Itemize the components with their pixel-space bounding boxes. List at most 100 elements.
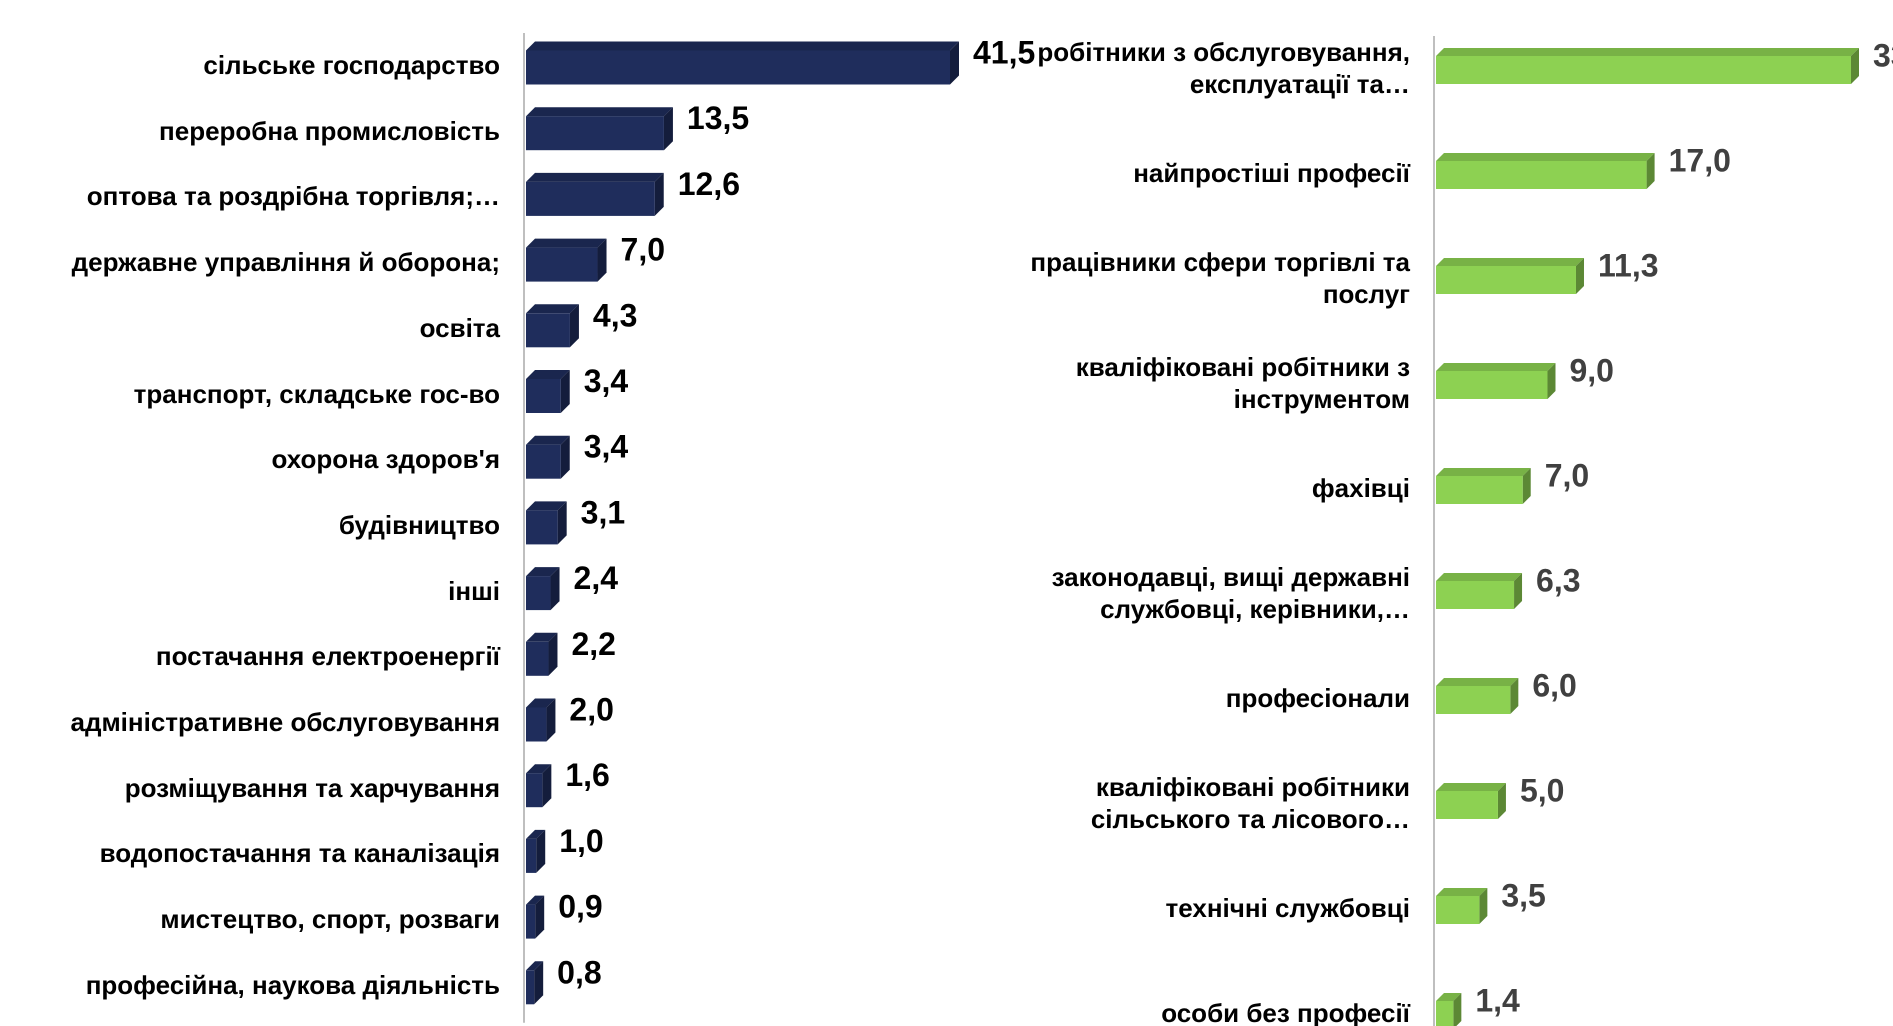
value-label: 2,4 [574, 560, 619, 596]
category-label: фахівці [1311, 473, 1410, 503]
bar-side [654, 172, 664, 216]
value-label: 0,9 [558, 889, 602, 925]
bar-side [1547, 363, 1556, 399]
bar-top [526, 107, 673, 117]
bar [1436, 896, 1480, 924]
bar [1436, 1001, 1454, 1026]
bar-top [526, 567, 560, 577]
bar [526, 707, 547, 742]
category-label: робітники з обслуговування, експлуатації… [1037, 37, 1410, 99]
bar-side [560, 370, 570, 413]
bar-side [548, 632, 558, 676]
bar-side [542, 764, 552, 808]
category-label: переробна промисловість [159, 115, 500, 146]
bar-top [1436, 573, 1523, 581]
bar-side [1510, 678, 1519, 714]
bar-top [1436, 363, 1556, 371]
bar-top [1436, 993, 1462, 1001]
category-label: постачання електроенергії [155, 641, 500, 672]
bar [1436, 581, 1515, 609]
value-label: 3,4 [584, 429, 629, 465]
bar-top [526, 829, 546, 839]
bar-top [1436, 888, 1488, 896]
bar-side [536, 829, 546, 873]
value-label: 17,0 [1669, 142, 1731, 178]
value-label: 3,1 [581, 494, 625, 530]
bar [1436, 161, 1647, 189]
category-label: інші [448, 575, 500, 606]
bar [526, 576, 551, 611]
bar-side [546, 698, 556, 742]
value-label: 9,0 [1569, 352, 1613, 388]
bar-side [1646, 153, 1655, 189]
bar-top [526, 764, 552, 774]
bar-side [534, 961, 544, 1005]
value-label: 0,8 [557, 954, 601, 990]
bar [1436, 266, 1576, 294]
bar [526, 970, 535, 1005]
bar [526, 247, 598, 282]
category-label: технічні службовці [1165, 893, 1410, 923]
bar-side [663, 107, 673, 151]
category-label: мистецтво, спорт, розваги [160, 904, 500, 935]
category-label: транспорт, складське гос-во [133, 378, 500, 409]
bar-top [526, 895, 545, 905]
bar-side [569, 304, 579, 348]
bar [526, 773, 543, 808]
bar [526, 510, 558, 545]
value-label: 6,3 [1536, 562, 1580, 598]
bar-top [1436, 48, 1859, 56]
bar-top [526, 501, 567, 511]
bar-side [1522, 468, 1531, 504]
bar [1436, 686, 1511, 714]
value-label: 3,4 [584, 363, 629, 399]
category-label: освіта [419, 312, 500, 343]
bar-side [560, 435, 570, 479]
category-label: професійна, наукова діяльність [85, 969, 500, 1000]
value-label: 2,0 [569, 691, 613, 727]
bar [1436, 476, 1523, 504]
value-label: 11,3 [1598, 247, 1659, 283]
bar [526, 50, 950, 85]
value-label: 1,6 [565, 757, 609, 793]
bar-side [1497, 783, 1506, 819]
bar-top [1436, 783, 1506, 791]
bar-top [526, 632, 558, 642]
bar [526, 379, 561, 413]
bar-top [526, 370, 570, 379]
bar-side [950, 41, 959, 85]
value-label: 4,3 [593, 297, 637, 333]
bar [526, 641, 549, 676]
bar-top [526, 238, 607, 248]
bar [526, 904, 536, 939]
bar [526, 838, 537, 873]
category-label: розміщування та харчування [124, 772, 500, 803]
value-label: 3,5 [1501, 877, 1545, 913]
bar [526, 313, 570, 348]
category-label: охорона здоров'я [271, 444, 501, 475]
category-label: особи без професії [1161, 998, 1410, 1026]
category-label: кваліфіковані робітники з інструментом [1075, 352, 1410, 414]
category-label: працівники сфери торгівлі та послуг [1030, 247, 1410, 309]
value-label: 2,2 [571, 626, 615, 662]
bar-top [1436, 258, 1584, 266]
bar [1436, 791, 1498, 819]
bar-side [1851, 48, 1859, 84]
value-label: 1,4 [1475, 982, 1520, 1018]
bar-top [526, 435, 570, 445]
value-label: 41,5 [973, 34, 1035, 70]
bar [526, 181, 655, 216]
value-label: 7,0 [1545, 457, 1589, 493]
bar [526, 116, 664, 151]
bar-side [1514, 573, 1523, 609]
value-label: 13,5 [687, 100, 749, 136]
bar [526, 444, 561, 479]
bar-top [1436, 153, 1655, 161]
value-label: 6,0 [1532, 667, 1576, 703]
bar-top [526, 304, 579, 314]
category-label: адміністративне обслуговування [70, 707, 500, 737]
category-label: сільське господарство [203, 50, 500, 80]
value-label: 12,6 [678, 166, 740, 202]
bar-top [526, 41, 959, 51]
